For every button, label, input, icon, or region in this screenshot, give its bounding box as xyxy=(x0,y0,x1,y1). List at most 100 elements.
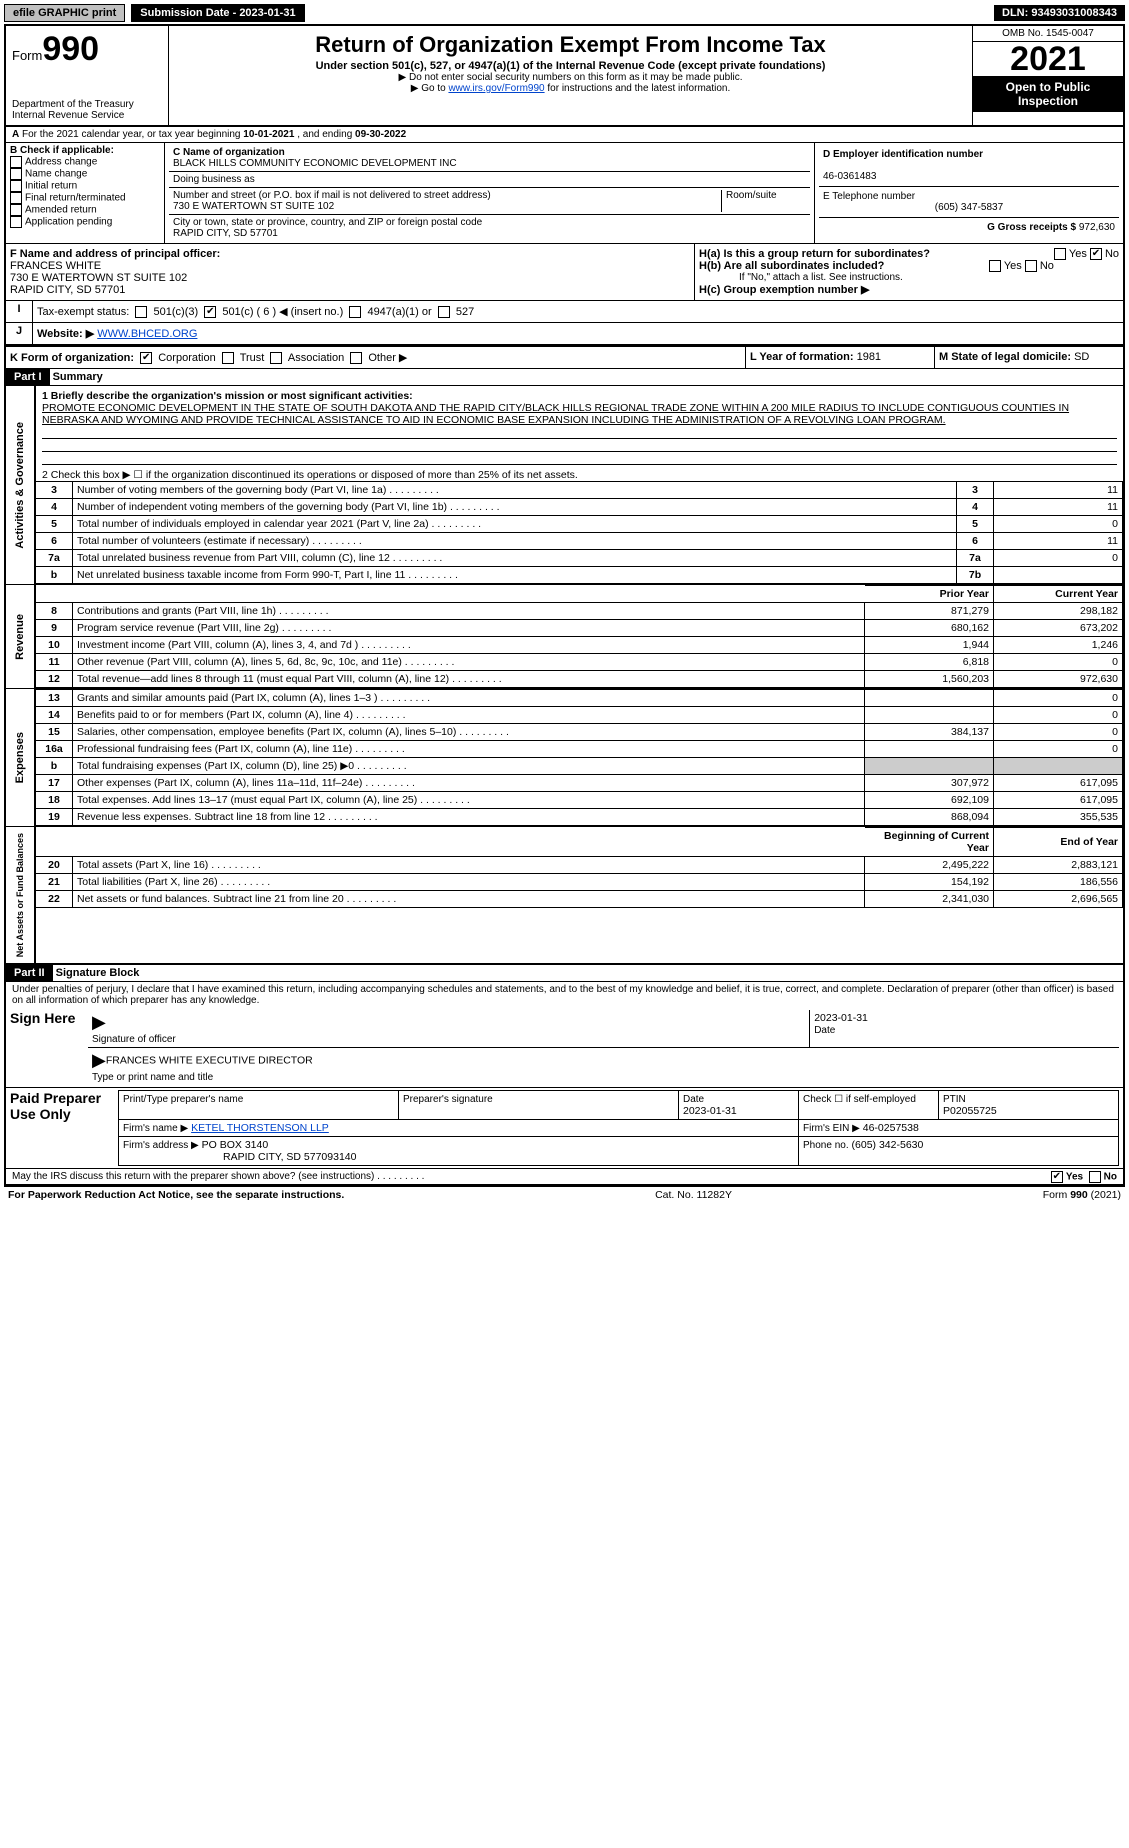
self-emp-label: Check ☐ if self-employed xyxy=(803,1094,916,1105)
city-label: City or town, state or province, country… xyxy=(173,217,482,228)
box-b-item: Final return/terminated xyxy=(10,192,160,204)
gross-value: 972,630 xyxy=(1079,222,1115,233)
line1-label: 1 Briefly describe the organization's mi… xyxy=(42,390,413,402)
firm-addr: PO BOX 3140 xyxy=(202,1139,269,1151)
officer-city: RAPID CITY, SD 57701 xyxy=(10,284,125,296)
firm-name[interactable]: KETEL THORSTENSON LLP xyxy=(191,1122,329,1134)
tax-status-checkbox[interactable] xyxy=(438,306,450,318)
hb-yes-checkbox[interactable] xyxy=(989,260,1001,272)
hb-note: If "No," attach a list. See instructions… xyxy=(699,272,1119,283)
form-word: Form xyxy=(12,48,42,63)
revenue-section: Revenue Prior YearCurrent Year8Contribut… xyxy=(6,585,1123,689)
checkbox[interactable] xyxy=(10,216,22,228)
mission-text: PROMOTE ECONOMIC DEVELOPMENT IN THE STAT… xyxy=(42,402,1069,426)
tax-status-label: Tax-exempt status: xyxy=(37,306,129,318)
l-label: L Year of formation: xyxy=(750,351,854,363)
officer-street: 730 E WATERTOWN ST SUITE 102 xyxy=(10,272,187,284)
expenses-section: Expenses 13Grants and similar amounts pa… xyxy=(6,689,1123,827)
table-row: bNet unrelated business taxable income f… xyxy=(36,567,1123,584)
gross-label: G Gross receipts $ xyxy=(987,222,1076,233)
c-name-label: C Name of organization xyxy=(173,147,285,158)
net-vlabel: Net Assets or Fund Balances xyxy=(13,827,27,963)
table-row: 13Grants and similar amounts paid (Part … xyxy=(36,690,1123,707)
firm-addr2: RAPID CITY, SD 577093140 xyxy=(123,1151,356,1163)
phone-label: E Telephone number xyxy=(823,191,915,202)
checkbox[interactable] xyxy=(10,180,22,192)
street-label: Number and street (or P.O. box if mail i… xyxy=(173,190,491,201)
checkbox[interactable] xyxy=(10,192,22,204)
tax-year: 2021 xyxy=(973,42,1123,76)
form-outer: Form990 Department of the Treasury Inter… xyxy=(4,24,1125,1186)
table-row: 17Other expenses (Part IX, column (A), l… xyxy=(36,775,1123,792)
ein-value: 46-0361483 xyxy=(823,171,876,182)
checkbox[interactable] xyxy=(10,204,22,216)
firm-ein-label: Firm's EIN ▶ xyxy=(803,1123,860,1134)
discuss-yes-checkbox[interactable] xyxy=(1051,1171,1063,1183)
checkbox[interactable] xyxy=(10,168,22,180)
table-row: 4Number of independent voting members of… xyxy=(36,499,1123,516)
box-i: Tax-exempt status: 501(c)(3) 501(c) ( 6 … xyxy=(33,301,1123,322)
ha-no-checkbox[interactable] xyxy=(1090,248,1102,260)
box-b: B Check if applicable: Address changeNam… xyxy=(6,143,165,243)
officer-name: FRANCES WHITE xyxy=(10,260,101,272)
note-link: ▶ Go to www.irs.gov/Form990 for instruct… xyxy=(175,83,966,94)
part1-header: Part I xyxy=(6,369,50,385)
box-b-item: Application pending xyxy=(10,216,160,228)
table-row: 20Total assets (Part X, line 16)2,495,22… xyxy=(36,857,1123,874)
form-org-checkbox[interactable] xyxy=(270,352,282,364)
checkbox[interactable] xyxy=(10,156,22,168)
gov-vlabel: Activities & Governance xyxy=(12,416,28,555)
paperwork-notice: For Paperwork Reduction Act Notice, see … xyxy=(8,1189,344,1201)
ein-label: D Employer identification number xyxy=(823,149,983,160)
open-inspection: Open to Public Inspection xyxy=(973,76,1123,112)
form-id-box: Form990 Department of the Treasury Inter… xyxy=(6,26,169,125)
table-row: 9Program service revenue (Part VIII, lin… xyxy=(36,620,1123,637)
box-h: H(a) Is this a group return for subordin… xyxy=(695,244,1123,300)
efile-button[interactable]: efile GRAPHIC print xyxy=(4,4,125,22)
hb-no-checkbox[interactable] xyxy=(1025,260,1037,272)
form-org-checkbox[interactable] xyxy=(140,352,152,364)
sig-officer-label: Signature of officer xyxy=(92,1034,176,1045)
phone-value: (605) 347-5837 xyxy=(823,202,1115,213)
tax-status-checkbox[interactable] xyxy=(349,306,361,318)
form-footer: Form 990 (2021) xyxy=(1043,1189,1121,1201)
city-value: RAPID CITY, SD 57701 xyxy=(173,228,278,239)
prep-date: 2023-01-31 xyxy=(683,1105,737,1117)
firm-ein: 46-0257538 xyxy=(863,1122,919,1134)
name-title-label: Type or print name and title xyxy=(92,1072,213,1083)
submission-button[interactable]: Submission Date - 2023-01-31 xyxy=(131,4,304,22)
hb-label: H(b) Are all subordinates included? xyxy=(699,260,884,272)
website-link[interactable]: WWW.BHCED.ORG xyxy=(97,328,197,340)
hc-label: H(c) Group exemption number ▶ xyxy=(699,284,869,296)
prep-name-label: Print/Type preparer's name xyxy=(123,1094,243,1105)
website-label: Website: ▶ xyxy=(37,328,94,340)
discuss-label: May the IRS discuss this return with the… xyxy=(12,1171,374,1182)
street-value: 730 E WATERTOWN ST SUITE 102 xyxy=(173,201,334,212)
box-b-item: Amended return xyxy=(10,204,160,216)
tax-status-checkbox[interactable] xyxy=(135,306,147,318)
dept-label: Department of the Treasury xyxy=(12,99,162,110)
form-org-checkbox[interactable] xyxy=(350,352,362,364)
table-row: 12Total revenue—add lines 8 through 11 (… xyxy=(36,671,1123,688)
table-row: 14Benefits paid to or for members (Part … xyxy=(36,707,1123,724)
arrow-icon: ▶ xyxy=(92,1012,106,1032)
box-b-header: B Check if applicable: xyxy=(10,145,160,156)
org-name: BLACK HILLS COMMUNITY ECONOMIC DEVELOPME… xyxy=(173,158,457,169)
irs-label: Internal Revenue Service xyxy=(12,110,162,121)
officer-label: F Name and address of principal officer: xyxy=(10,248,220,260)
discuss-no-checkbox[interactable] xyxy=(1089,1171,1101,1183)
paid-preparer-label: Paid Preparer Use Only xyxy=(6,1088,114,1168)
table-row: 10Investment income (Part VIII, column (… xyxy=(36,637,1123,654)
sig-date-label: Date xyxy=(814,1025,835,1036)
table-row: 16aProfessional fundraising fees (Part I… xyxy=(36,741,1123,758)
form-org-checkbox[interactable] xyxy=(222,352,234,364)
note-ssn: ▶ Do not enter social security numbers o… xyxy=(175,72,966,83)
perjury-text: Under penalties of perjury, I declare th… xyxy=(6,982,1123,1008)
ha-yes-checkbox[interactable] xyxy=(1054,248,1066,260)
prep-date-label: Date xyxy=(683,1094,704,1105)
table-row: 7aTotal unrelated business revenue from … xyxy=(36,550,1123,567)
tax-status-checkbox[interactable] xyxy=(204,306,216,318)
prep-sig-label: Preparer's signature xyxy=(403,1094,493,1105)
irs-link[interactable]: www.irs.gov/Form990 xyxy=(448,83,544,94)
table-row: 3Number of voting members of the governi… xyxy=(36,482,1123,499)
